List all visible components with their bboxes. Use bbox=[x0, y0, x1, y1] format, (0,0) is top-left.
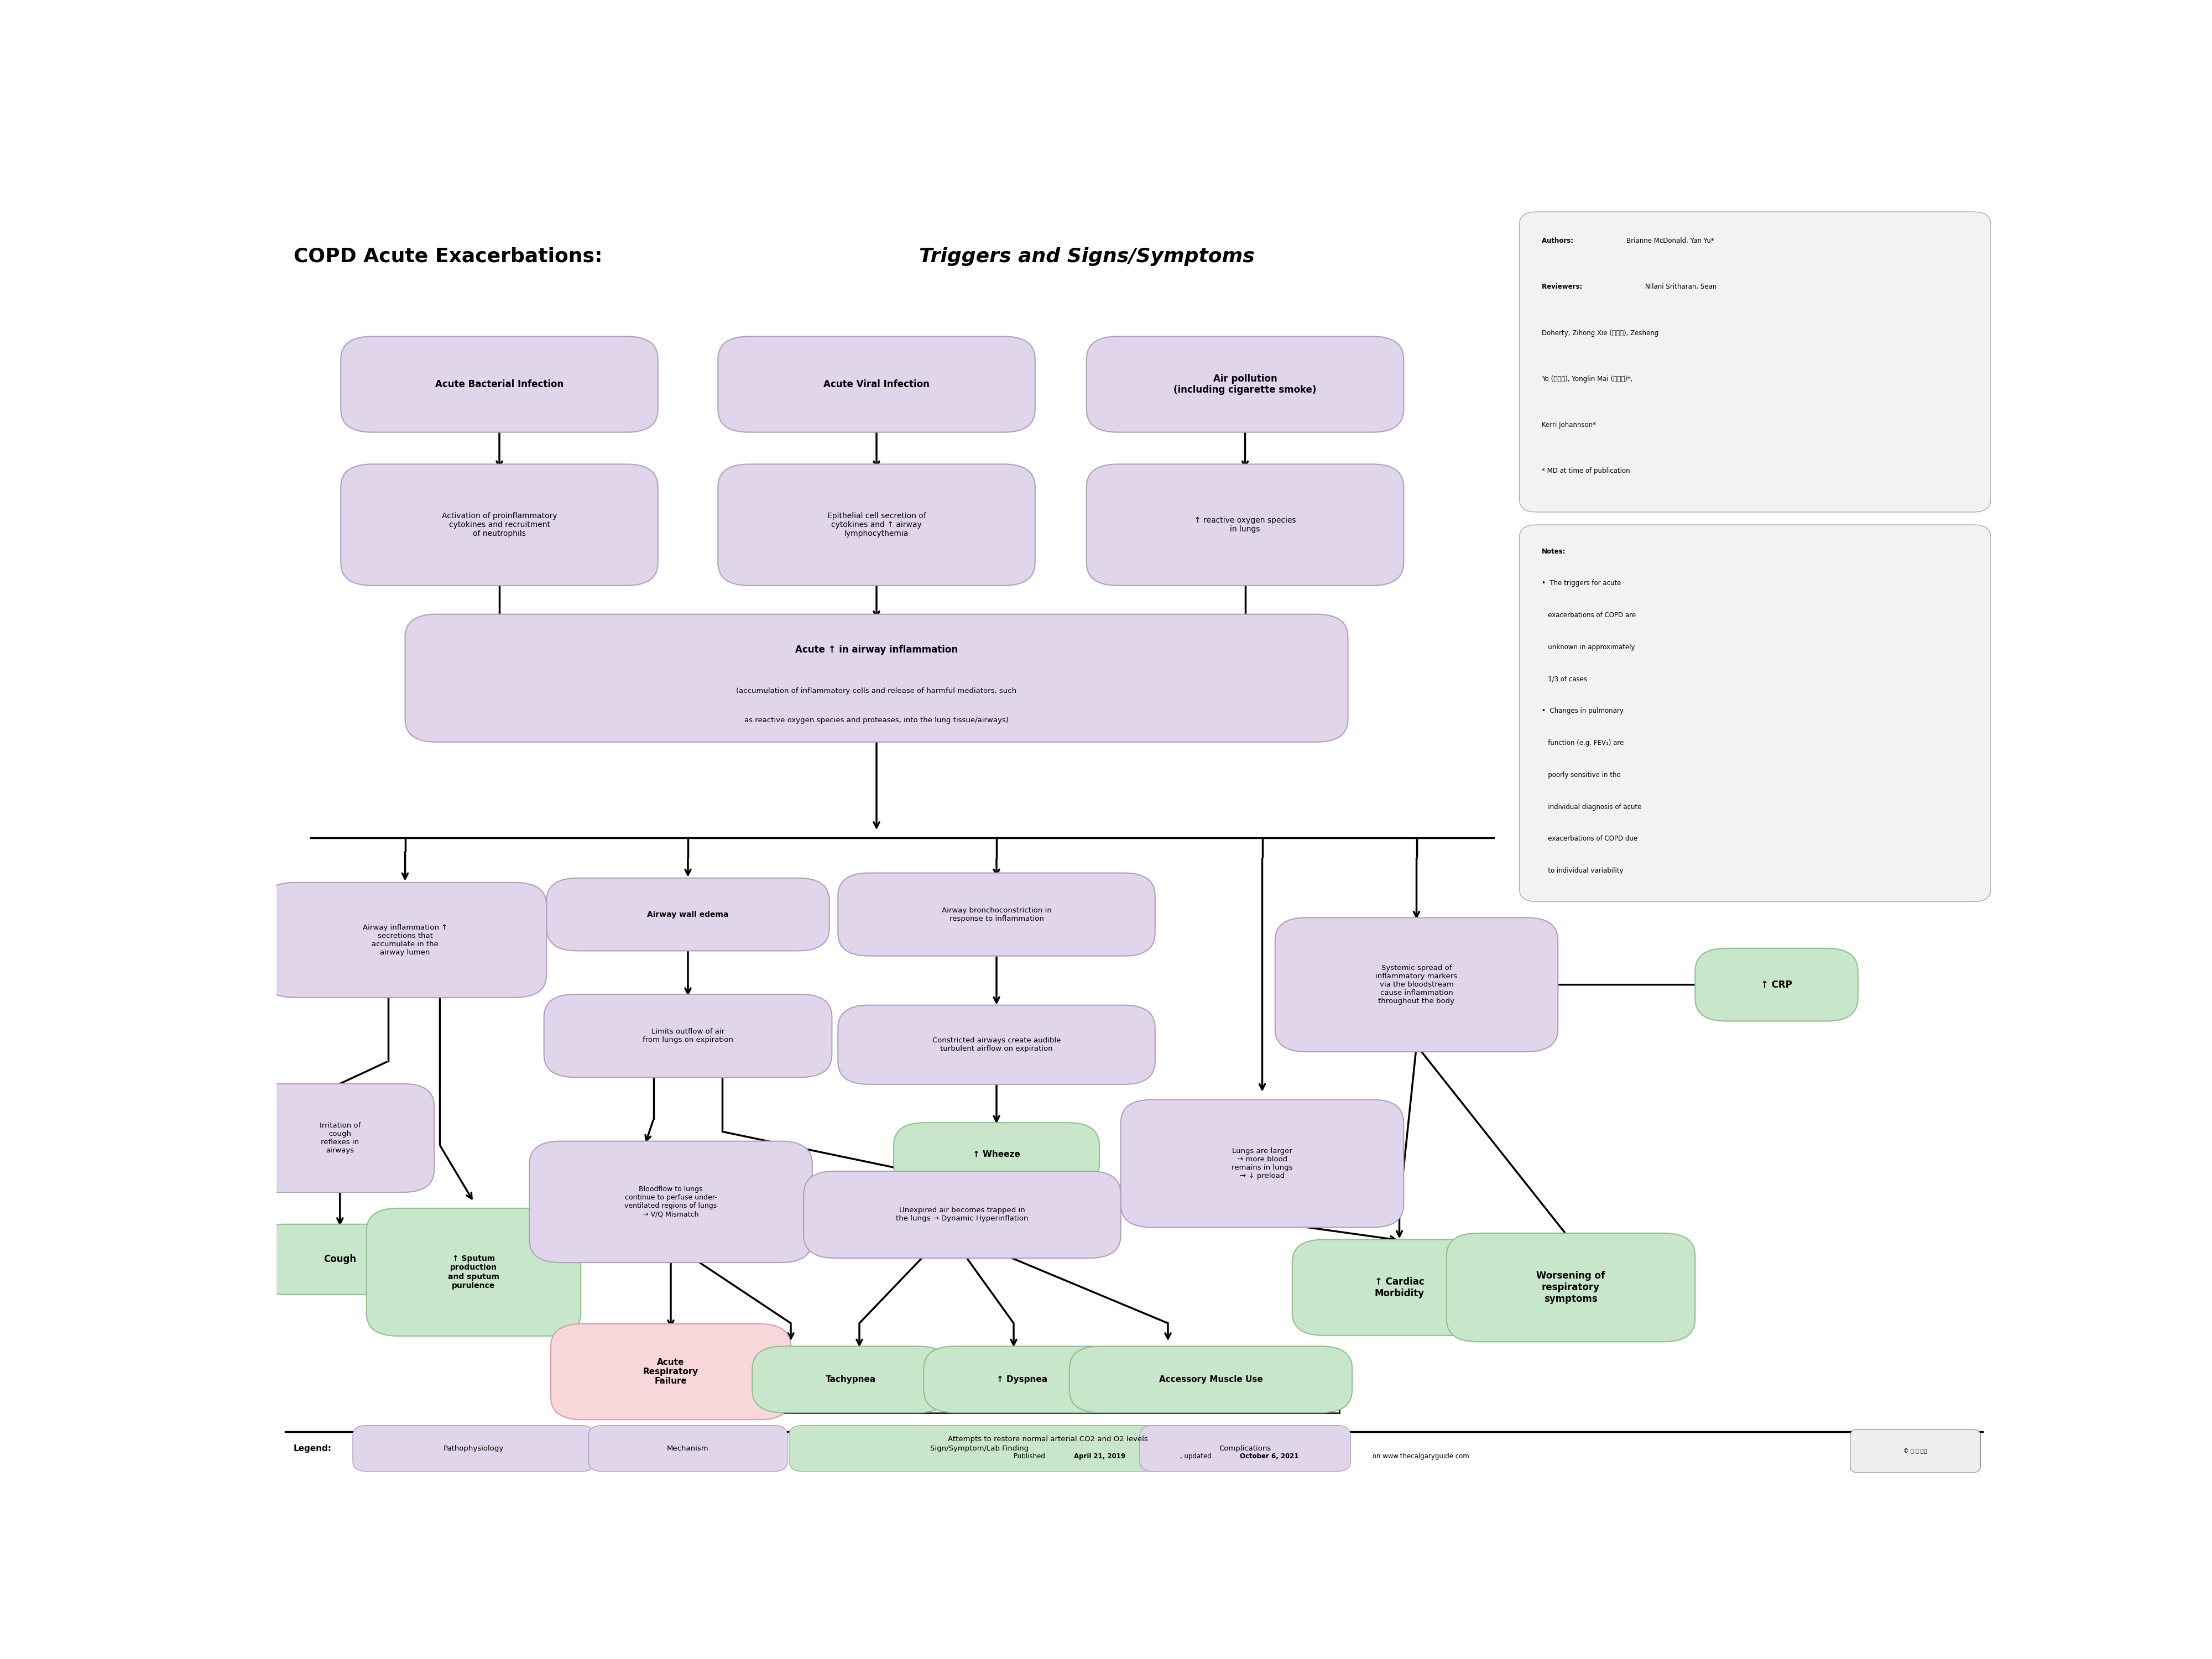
Text: Epithelial cell secretion of
cytokines and ↑ airway
lymphocythemia: Epithelial cell secretion of cytokines a… bbox=[827, 513, 927, 538]
Text: ↑ Sputum
production
and sputum
purulence: ↑ Sputum production and sputum purulence bbox=[447, 1254, 500, 1289]
FancyBboxPatch shape bbox=[1520, 212, 1991, 513]
Text: © Ⓢ Ⓝ ⓈⒶ: © Ⓢ Ⓝ ⓈⒶ bbox=[1905, 1448, 1927, 1453]
Text: Ye (叶泽生), Yonglin Mai (麦泳琳)*,: Ye (叶泽生), Yonglin Mai (麦泳琳)*, bbox=[1542, 375, 1632, 383]
FancyBboxPatch shape bbox=[1139, 1425, 1352, 1472]
Text: ↑ Dyspnea: ↑ Dyspnea bbox=[998, 1375, 1048, 1384]
Text: Limits outflow of air
from lungs on expiration: Limits outflow of air from lungs on expi… bbox=[644, 1029, 732, 1044]
Text: exacerbations of COPD are: exacerbations of COPD are bbox=[1542, 612, 1635, 619]
Text: Acute ↑ in airway inflammation: Acute ↑ in airway inflammation bbox=[794, 645, 958, 655]
FancyBboxPatch shape bbox=[719, 337, 1035, 433]
Text: Constricted airways create audible
turbulent airflow on expiration: Constricted airways create audible turbu… bbox=[931, 1037, 1062, 1052]
Text: (accumulation of inflammatory cells and release of harmful mediators, such: (accumulation of inflammatory cells and … bbox=[737, 687, 1018, 695]
FancyBboxPatch shape bbox=[838, 873, 1155, 956]
Text: Activation of proinflammatory
cytokines and recruitment
of neutrophils: Activation of proinflammatory cytokines … bbox=[442, 513, 557, 538]
Text: * MD at time of publication: * MD at time of publication bbox=[1542, 468, 1630, 474]
Text: Nilani Sritharan, Sean: Nilani Sritharan, Sean bbox=[1646, 284, 1717, 290]
Text: Airway inflammation ↑
secretions that
accumulate in the
airway lumen: Airway inflammation ↑ secretions that ac… bbox=[363, 924, 447, 956]
FancyBboxPatch shape bbox=[588, 1425, 787, 1472]
FancyBboxPatch shape bbox=[838, 1005, 1155, 1085]
Text: as reactive oxygen species and proteases, into the lung tissue/airways): as reactive oxygen species and proteases… bbox=[745, 717, 1009, 723]
Text: •  The triggers for acute: • The triggers for acute bbox=[1542, 579, 1621, 587]
FancyBboxPatch shape bbox=[1520, 524, 1991, 902]
FancyBboxPatch shape bbox=[246, 1083, 434, 1193]
Text: ↑ reactive oxygen species
in lungs: ↑ reactive oxygen species in lungs bbox=[1194, 516, 1296, 533]
FancyBboxPatch shape bbox=[1068, 1345, 1352, 1413]
Text: ↑ CRP: ↑ CRP bbox=[1761, 980, 1792, 990]
FancyBboxPatch shape bbox=[790, 1425, 1170, 1472]
FancyBboxPatch shape bbox=[1086, 465, 1405, 586]
FancyBboxPatch shape bbox=[1849, 1430, 1980, 1473]
Text: Mechanism: Mechanism bbox=[668, 1445, 708, 1452]
FancyBboxPatch shape bbox=[263, 883, 546, 997]
Text: Legend:: Legend: bbox=[294, 1445, 332, 1453]
FancyBboxPatch shape bbox=[254, 1224, 425, 1294]
Text: exacerbations of COPD due: exacerbations of COPD due bbox=[1542, 834, 1637, 843]
Text: 1/3 of cases: 1/3 of cases bbox=[1542, 675, 1586, 684]
Text: Unexpired air becomes trapped in
the lungs → Dynamic Hyperinflation: Unexpired air becomes trapped in the lun… bbox=[896, 1206, 1029, 1223]
FancyBboxPatch shape bbox=[352, 1425, 595, 1472]
Text: Reviewers:: Reviewers: bbox=[1542, 284, 1584, 290]
Text: ↑ Wheeze: ↑ Wheeze bbox=[973, 1150, 1020, 1158]
Text: April 21, 2019: April 21, 2019 bbox=[1073, 1453, 1126, 1460]
Text: Acute Bacterial Infection: Acute Bacterial Infection bbox=[436, 380, 564, 390]
Text: Acute Viral Infection: Acute Viral Infection bbox=[823, 380, 929, 390]
FancyBboxPatch shape bbox=[803, 1171, 1121, 1258]
FancyBboxPatch shape bbox=[341, 337, 657, 433]
Text: Airway bronchoconstriction in
response to inflammation: Airway bronchoconstriction in response t… bbox=[942, 907, 1051, 922]
Text: poorly sensitive in the: poorly sensitive in the bbox=[1542, 771, 1621, 778]
FancyBboxPatch shape bbox=[1274, 917, 1557, 1052]
Text: unknown in approximately: unknown in approximately bbox=[1542, 644, 1635, 650]
Text: •  Changes in pulmonary: • Changes in pulmonary bbox=[1542, 707, 1624, 715]
Text: Air pollution
(including cigarette smoke): Air pollution (including cigarette smoke… bbox=[1175, 373, 1316, 395]
FancyBboxPatch shape bbox=[752, 1345, 949, 1413]
FancyBboxPatch shape bbox=[544, 994, 832, 1077]
Text: Complications: Complications bbox=[1219, 1445, 1272, 1452]
FancyBboxPatch shape bbox=[1121, 1100, 1405, 1228]
Text: ↑ Cardiac
Morbidity: ↑ Cardiac Morbidity bbox=[1374, 1277, 1425, 1299]
Text: Doherty, Zihong Xie (谢梓弘), Zesheng: Doherty, Zihong Xie (谢梓弘), Zesheng bbox=[1542, 330, 1659, 337]
FancyBboxPatch shape bbox=[367, 1208, 582, 1335]
Text: Lungs are larger
→ more blood
remains in lungs
→ ↓ preload: Lungs are larger → more blood remains in… bbox=[1232, 1148, 1292, 1180]
FancyBboxPatch shape bbox=[341, 465, 657, 586]
FancyBboxPatch shape bbox=[529, 1141, 812, 1262]
Text: Attempts to restore normal arterial CO2 and O2 levels: Attempts to restore normal arterial CO2 … bbox=[949, 1435, 1148, 1443]
Text: Bloodflow to lungs
continue to perfuse under-
ventilated regions of lungs
→ V/Q : Bloodflow to lungs continue to perfuse u… bbox=[624, 1186, 717, 1218]
Text: , updated: , updated bbox=[1179, 1453, 1214, 1460]
Text: Triggers and Signs/Symptoms: Triggers and Signs/Symptoms bbox=[920, 247, 1254, 265]
Text: Airway wall edema: Airway wall edema bbox=[648, 911, 728, 919]
Text: October 6, 2021: October 6, 2021 bbox=[1241, 1453, 1298, 1460]
Text: Published: Published bbox=[1013, 1453, 1046, 1460]
FancyBboxPatch shape bbox=[1292, 1239, 1506, 1335]
Text: Irritation of
cough
reflexes in
airways: Irritation of cough reflexes in airways bbox=[319, 1121, 361, 1155]
FancyBboxPatch shape bbox=[894, 1123, 1099, 1186]
Text: function (e.g. FEV₁) are: function (e.g. FEV₁) are bbox=[1542, 740, 1624, 747]
Text: Accessory Muscle Use: Accessory Muscle Use bbox=[1159, 1375, 1263, 1384]
FancyBboxPatch shape bbox=[719, 465, 1035, 586]
FancyBboxPatch shape bbox=[405, 614, 1347, 742]
Text: Tachypnea: Tachypnea bbox=[825, 1375, 876, 1384]
Text: Authors:: Authors: bbox=[1542, 237, 1575, 244]
FancyBboxPatch shape bbox=[551, 1324, 792, 1420]
Text: on www.thecalgaryguide.com: on www.thecalgaryguide.com bbox=[1369, 1453, 1469, 1460]
Text: Cough: Cough bbox=[323, 1254, 356, 1264]
Text: Notes:: Notes: bbox=[1542, 547, 1566, 556]
Text: Systemic spread of
inflammatory markers
via the bloodstream
cause inflammation
t: Systemic spread of inflammatory markers … bbox=[1376, 964, 1458, 1005]
Text: COPD Acute Exacerbations:: COPD Acute Exacerbations: bbox=[294, 247, 611, 265]
Text: to individual variability: to individual variability bbox=[1542, 868, 1624, 874]
Text: Kerri Johannson*: Kerri Johannson* bbox=[1542, 421, 1595, 428]
Text: Brianne McDonald, Yan Yu*: Brianne McDonald, Yan Yu* bbox=[1626, 237, 1714, 244]
FancyBboxPatch shape bbox=[1447, 1233, 1694, 1342]
FancyBboxPatch shape bbox=[925, 1345, 1121, 1413]
FancyBboxPatch shape bbox=[1086, 337, 1405, 433]
Text: Worsening of
respiratory
symptoms: Worsening of respiratory symptoms bbox=[1537, 1271, 1606, 1304]
Text: Pathophysiology: Pathophysiology bbox=[442, 1445, 504, 1452]
Text: individual diagnosis of acute: individual diagnosis of acute bbox=[1542, 803, 1641, 811]
Text: Acute
Respiratory
Failure: Acute Respiratory Failure bbox=[644, 1359, 699, 1385]
FancyBboxPatch shape bbox=[1694, 949, 1858, 1020]
Text: Sign/Symptom/Lab Finding: Sign/Symptom/Lab Finding bbox=[929, 1445, 1029, 1452]
FancyBboxPatch shape bbox=[546, 878, 830, 951]
